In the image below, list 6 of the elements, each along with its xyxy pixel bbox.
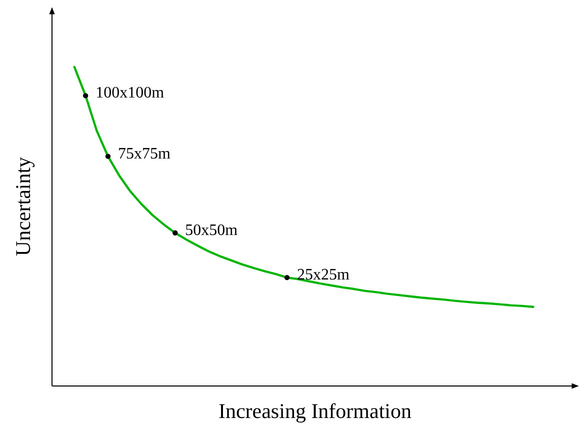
annotation: 100x100m <box>96 84 165 102</box>
annotation: 75x75m <box>118 145 171 162</box>
x-axis-title: Increasing Information <box>218 399 412 423</box>
annotation: 25x25m <box>297 266 350 284</box>
annotation: 50x50m <box>185 222 238 239</box>
y-axis-title: Uncertainty <box>11 156 35 256</box>
